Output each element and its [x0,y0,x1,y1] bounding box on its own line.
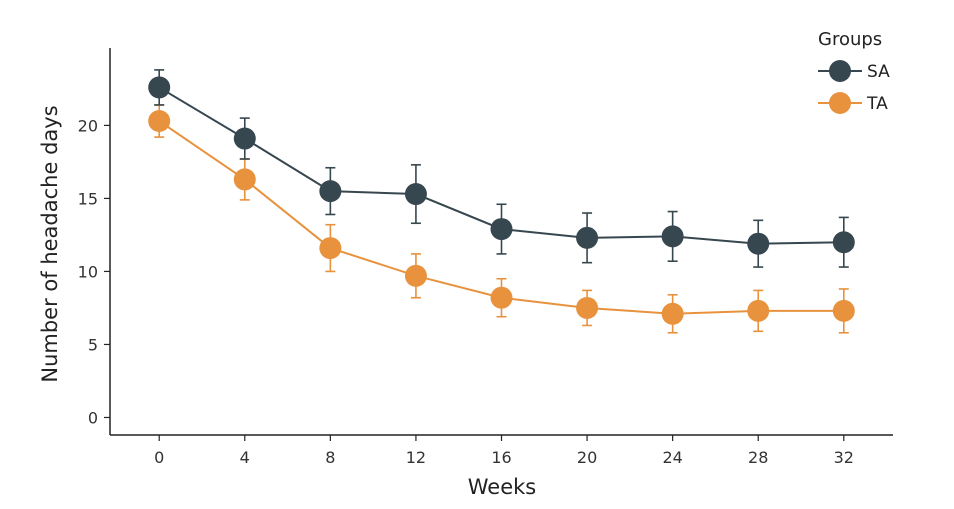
axes: 0 5 10 15 20 0 4 8 12 16 20 24 28 32 [78,48,893,467]
y-tick-label: 20 [78,116,98,135]
data-point-sa [490,218,513,241]
data-point-sa [832,231,855,254]
data-point-ta [490,286,513,309]
data-point-sa [233,127,256,150]
data-point-ta [233,168,256,191]
data-point-ta [319,237,342,260]
y-tick-label: 0 [88,408,98,427]
legend-marker-ta [829,92,851,114]
y-axis-title: Number of headache days [38,105,62,382]
x-tick-label: 32 [834,448,854,467]
x-tick-label: 8 [325,448,335,467]
legend-label-ta: TA [866,94,888,114]
x-axis-title: Weeks [468,475,536,499]
plot-area [148,69,855,334]
y-tick-label: 15 [78,189,98,208]
data-point-ta [661,302,684,325]
data-point-sa [319,180,342,203]
data-point-sa [404,183,427,206]
y-tick-label: 5 [88,335,98,354]
legend: Groups SA TA [818,29,890,114]
x-tick-label: 20 [577,448,597,467]
legend-marker-sa [829,60,851,82]
data-point-ta [832,299,855,322]
data-point-sa [148,76,171,99]
x-tick-label: 28 [748,448,768,467]
x-tick-label: 12 [406,448,426,467]
data-point-ta [404,264,427,287]
x-tick-label: 0 [154,448,164,467]
data-point-sa [576,226,599,249]
data-point-sa [747,232,770,255]
legend-title: Groups [818,29,882,50]
legend-label-sa: SA [867,62,890,82]
data-point-ta [747,299,770,322]
y-tick-label: 10 [78,262,98,281]
x-tick-label: 4 [240,448,250,467]
data-point-ta [148,110,171,133]
data-point-sa [661,225,684,248]
data-point-ta [576,296,599,319]
x-tick-label: 16 [491,448,511,467]
x-tick-label: 24 [662,448,682,467]
